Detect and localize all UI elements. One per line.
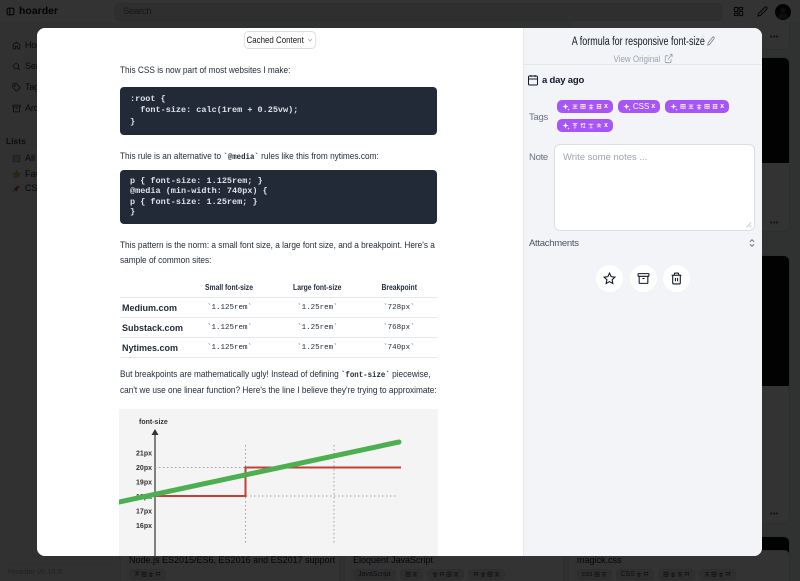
svg-text:20px: 20px [136,465,152,472]
svg-text:21px: 21px [136,451,152,458]
svg-text:19px: 19px [136,480,152,487]
svg-text:17px: 17px [136,509,152,516]
svg-text:font-size: font-size [139,419,168,426]
svg-text:16px: 16px [136,523,152,530]
